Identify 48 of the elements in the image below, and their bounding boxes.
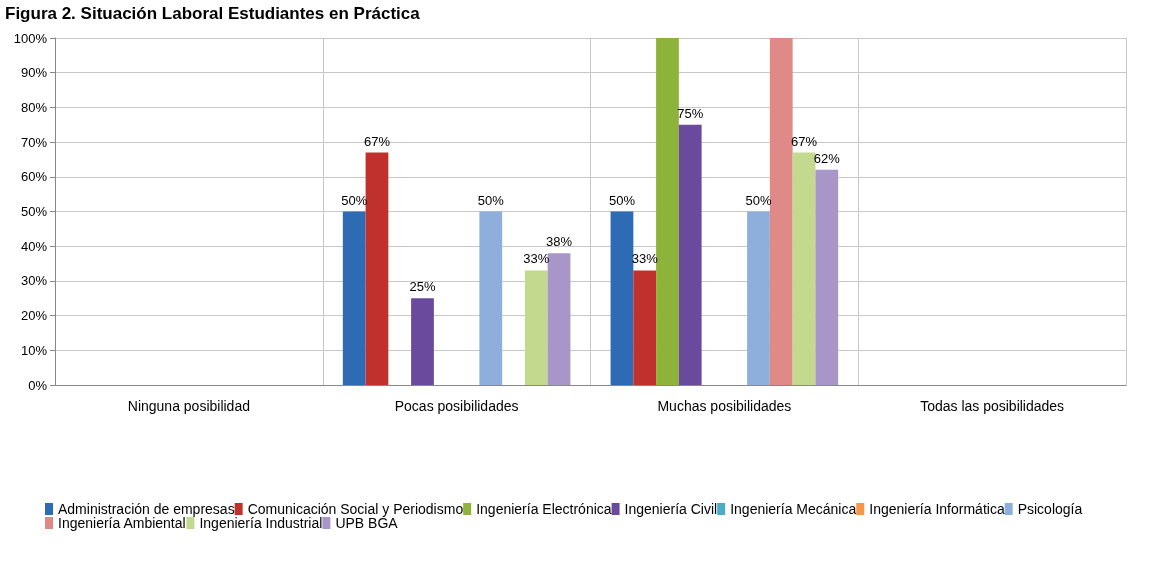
x-tick-label: Muchas posibilidades: [657, 398, 792, 414]
y-tick-label: 10%: [20, 342, 48, 358]
legend-label: Ingeniería Industrial: [199, 515, 323, 531]
bar: [815, 169, 839, 385]
bar: [547, 253, 571, 385]
bar: [656, 38, 679, 385]
legend-label: Ingeniería Electrónica: [476, 501, 612, 517]
legend-label: Ingeniería Civil: [624, 501, 718, 517]
data-label: 50%: [745, 192, 772, 208]
legend-label: Ingeniería Ambiental: [58, 515, 186, 531]
x-tick-label: Todas las posibilidades: [920, 398, 1065, 414]
y-tick-label: 90%: [20, 65, 48, 81]
bar: [365, 152, 389, 385]
bar: [524, 270, 548, 385]
bar: [411, 298, 434, 385]
legend-label: Ingeniería Mecánica: [730, 501, 857, 517]
y-tick-label: 60%: [20, 169, 48, 185]
x-tick-label: Ninguna posibilidad: [127, 398, 250, 414]
chart-title: Figura 2. Situación Laboral Estudiantes en Práctica: [5, 4, 421, 23]
y-tick-label: 20%: [20, 308, 48, 324]
bar: [342, 211, 366, 385]
y-tick-label: 40%: [20, 238, 48, 254]
data-label: 25%: [409, 279, 436, 295]
bar: [769, 38, 793, 385]
y-tick-label: 30%: [20, 273, 48, 289]
bar: [610, 211, 634, 385]
y-tick-label: 100%: [13, 30, 48, 46]
legend-label: Psicología: [1017, 501, 1083, 517]
legend-label: Administración de empresas: [58, 501, 235, 517]
data-label: 50%: [608, 192, 636, 208]
bar: [747, 211, 770, 385]
data-label: 50%: [477, 192, 505, 208]
data-label: 62%: [813, 150, 841, 166]
legend-label: Ingeniería Informática: [869, 501, 1005, 517]
bar: [479, 211, 503, 385]
data-label: 33%: [523, 251, 550, 267]
bar: [678, 124, 702, 385]
y-tick-label: 70%: [20, 134, 48, 150]
bar: [792, 152, 816, 385]
bar: [633, 270, 657, 385]
data-label: 67%: [791, 133, 818, 149]
y-tick-label: 80%: [20, 99, 48, 115]
y-tick-label: 0%: [28, 377, 48, 393]
data-label: 38%: [546, 234, 573, 250]
y-tick-label: 50%: [20, 204, 48, 219]
data-label: 67%: [363, 133, 391, 149]
legend-label: Comunicación Social y Periodismo: [247, 501, 464, 517]
x-tick-label: Pocas posibilidades: [394, 398, 519, 414]
